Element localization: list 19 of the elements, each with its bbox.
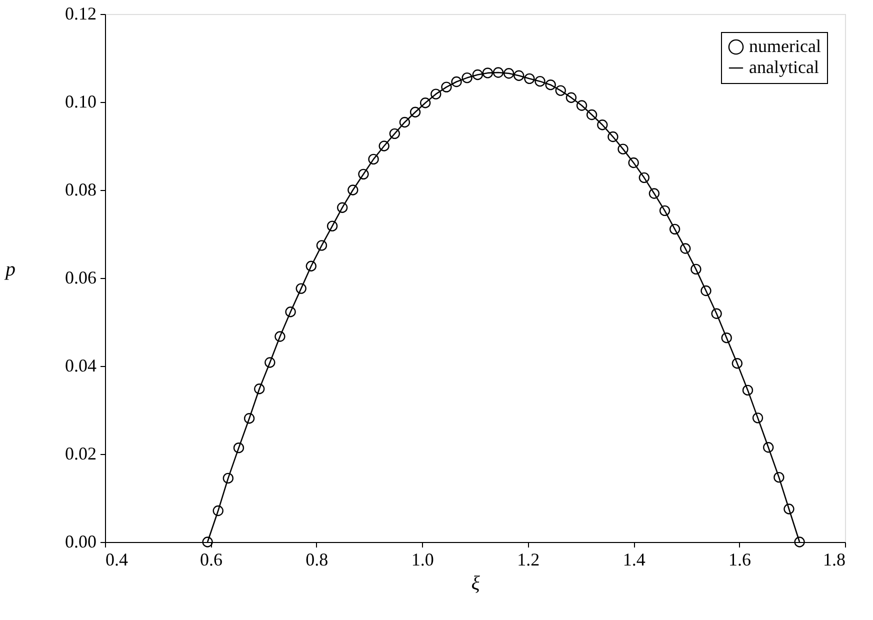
legend-label: numerical: [749, 36, 821, 56]
y-tick-label: 0.02: [65, 444, 96, 464]
y-tick-label: 0.10: [65, 92, 96, 112]
x-tick-label: 1.0: [411, 550, 434, 570]
legend-label: analytical: [749, 57, 819, 77]
x-tick-label: 1.6: [728, 550, 752, 570]
x-tick-label: 0.4: [106, 550, 128, 570]
y-axis-title: p: [4, 258, 16, 280]
y-tick-label: 0.12: [65, 4, 96, 24]
x-tick-label: 1.4: [622, 550, 646, 570]
x-tick-label: 0.6: [200, 550, 222, 570]
y-tick-label: 0.00: [65, 532, 96, 552]
x-tick-label: 1.2: [517, 550, 540, 570]
x-tick-label: 1.8: [823, 550, 846, 570]
x-axis-title: ξ: [471, 572, 480, 594]
x-tick-label: 0.8: [306, 550, 328, 570]
y-tick-label: 0.08: [65, 180, 96, 200]
y-tick-label: 0.06: [65, 268, 96, 288]
y-tick-label: 0.04: [65, 356, 96, 376]
